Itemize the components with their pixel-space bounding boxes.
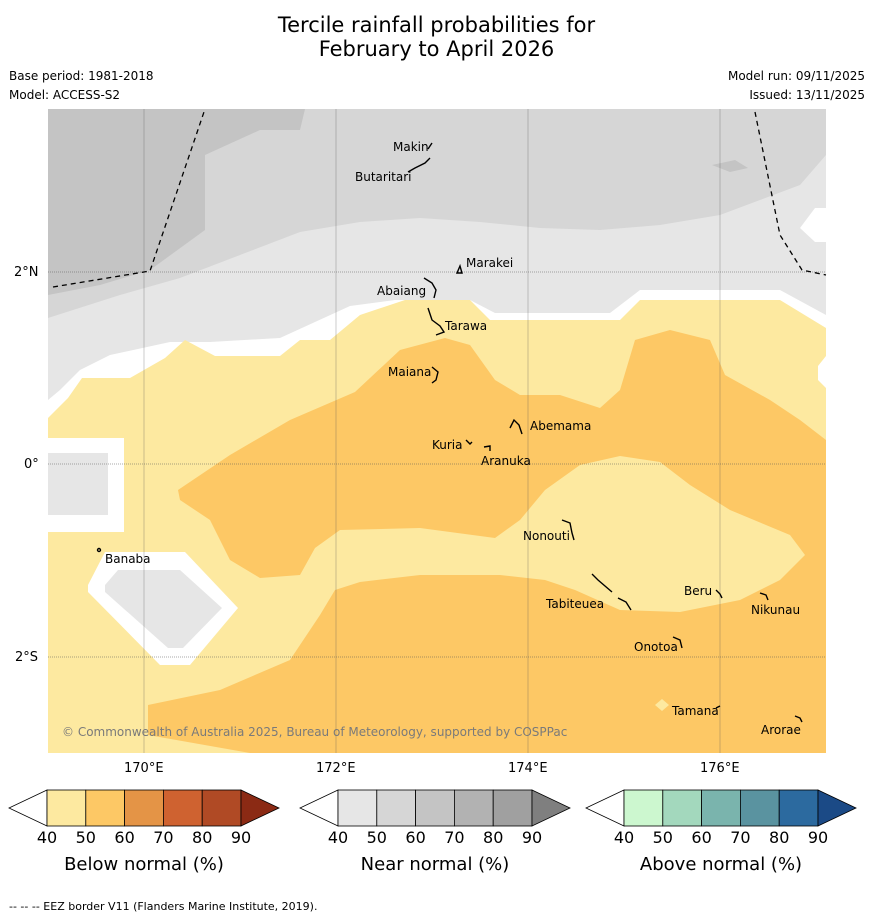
colorbar-under-triangle [585, 789, 625, 827]
colorbar-segment [415, 789, 455, 827]
colorbar-under-triangle [299, 789, 339, 827]
island-label-maiana: Maiana [388, 365, 432, 379]
lat-label-2n: 2°N [14, 265, 39, 280]
island-label-kuria: Kuria [432, 438, 463, 452]
lon-label-172e: 172°E [316, 761, 356, 776]
colorbar-segment [162, 789, 203, 827]
lat-label-0: 0° [24, 457, 39, 472]
island-label-tabiteuea: Tabiteuea [546, 597, 605, 611]
eez-border-lines [52, 108, 827, 288]
colorbar-segment [46, 789, 87, 827]
low-probability-pocket-east [800, 208, 826, 242]
colorbar-tick-label: 40 [327, 828, 349, 847]
colorbar-near-normal [299, 789, 571, 827]
tamana-patch [655, 699, 669, 711]
colorbar-segment [453, 789, 494, 827]
colorbar-title: Near normal (%) [360, 854, 510, 875]
colorbar-segment [662, 789, 702, 827]
colorbar-tick-label: 60 [114, 828, 135, 847]
near-normal-mid-region [48, 109, 826, 318]
island-label-marakei: Marakei [466, 256, 514, 270]
colorbar-over-triangle [531, 789, 571, 827]
map-gridlines [48, 109, 826, 753]
lon-label-176e: 176°E [700, 761, 740, 776]
model-text: Model: ACCESS-S2 [9, 88, 121, 102]
colorbar-segment [376, 789, 416, 827]
lat-label-2s: 2°S [15, 650, 39, 665]
island-label-aranuka: Aranuka [481, 454, 531, 468]
island-label-banaba: Banaba [105, 552, 151, 566]
near-normal-pocket-southwest [105, 570, 222, 648]
eez-footer-note: -- -- -- EEZ border V11 (Flanders Marine… [9, 900, 318, 913]
colorbar-tick-label: 40 [36, 828, 58, 847]
map-title-line2: February to April 2026 [318, 37, 555, 61]
colorbar-segment [124, 789, 164, 827]
colorbar-tick-label: 80 [769, 828, 790, 847]
island-label-tarawa: Tarawa [445, 319, 488, 333]
colorbar-tick-label: 70 [444, 828, 465, 847]
colorbar-tick-label: 50 [75, 828, 96, 847]
island-label-nonouti: Nonouti [523, 529, 570, 543]
island-label-abaiang: Abaiang [377, 284, 427, 298]
island-label-butaritari: Butaritari [355, 170, 412, 184]
colorbars-graphic [8, 789, 857, 827]
colorbar-tick-label: 50 [366, 828, 387, 847]
colorbar-segment [201, 789, 242, 827]
island-label-abemama: Abemama [530, 419, 592, 433]
colorbar-tick-label: 90 [230, 828, 252, 847]
colorbar-above-normal [585, 789, 857, 827]
colorbar-under-triangle [8, 789, 48, 827]
below-normal-mid-region [148, 330, 826, 753]
island-label-arorae: Arorae [761, 723, 801, 737]
colorbar-tick-label: 70 [730, 828, 751, 847]
map-fill-regions [48, 109, 826, 753]
colorbar-over-triangle [240, 789, 280, 827]
colorbar-segment [492, 789, 533, 827]
issued-text: Issued: 13/11/2025 [749, 88, 865, 102]
colorbar-title: Below normal (%) [64, 854, 224, 875]
colorbar-tick-label: 90 [807, 828, 829, 847]
below-normal-light-strip [48, 725, 250, 753]
island-label-beru: Beru [684, 584, 713, 598]
colorbar-segment [778, 789, 819, 827]
colorbar-over-triangle [817, 789, 857, 827]
colorbar-tick-label: 60 [691, 828, 712, 847]
near-normal-pocket-west [48, 453, 108, 515]
colorbar-tick-label: 90 [521, 828, 543, 847]
island-label-makin: Makin [393, 140, 429, 154]
island-label-onotoa: Onotoa [634, 640, 678, 654]
base-period-text: Base period: 1981-2018 [9, 69, 154, 83]
colorbar-segment [740, 789, 780, 827]
colorbar-tick-label: 60 [405, 828, 426, 847]
colorbar-tick-label: 80 [192, 828, 213, 847]
colorbar-segment [701, 789, 741, 827]
colorbar-below-normal [8, 789, 280, 827]
colorbar-segment [85, 789, 126, 827]
lon-label-170e: 170°E [124, 761, 164, 776]
colorbar-tick-label: 50 [652, 828, 673, 847]
colorbar-title: Above normal (%) [639, 854, 803, 875]
island-label-tamana: Tamana [672, 704, 719, 718]
near-normal-dark-patch [712, 160, 748, 172]
map-title-line1: Tercile rainfall probabilities for [277, 13, 596, 37]
island-outlines [96, 142, 803, 723]
colorbar-segment [337, 789, 378, 827]
lon-label-174e: 174°E [508, 761, 548, 776]
model-run-text: Model run: 09/11/2025 [727, 69, 865, 83]
copyright-notice: © Commonwealth of Australia 2025, Bureau… [62, 725, 568, 739]
colorbar-tick-label: 40 [613, 828, 635, 847]
colorbar-tick-label: 70 [153, 828, 174, 847]
island-label-nikunau: Nikunau [751, 603, 801, 617]
near-normal-dark-region [48, 109, 305, 295]
colorbar-segment [623, 789, 664, 827]
colorbar-tick-label: 80 [483, 828, 504, 847]
